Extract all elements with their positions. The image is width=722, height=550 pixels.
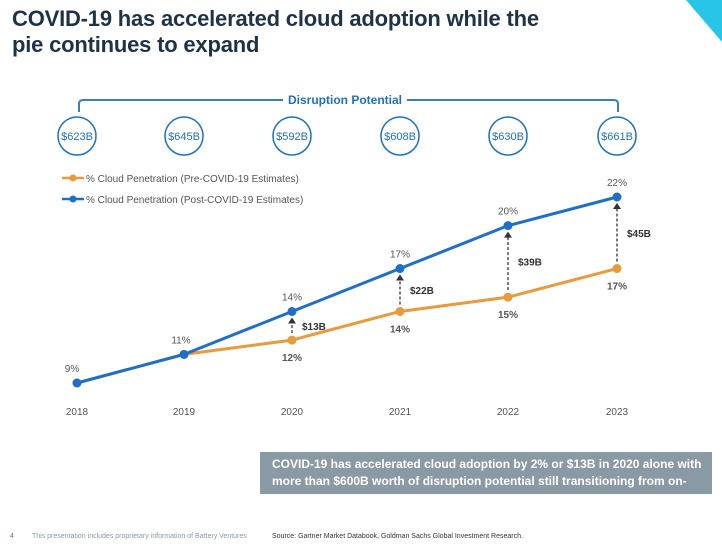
post-covid-value-label: 9% — [65, 364, 80, 375]
pre-covid-series-point — [287, 335, 297, 345]
gap-label: $39B — [518, 257, 542, 268]
post-covid-series-point — [612, 192, 622, 202]
disruption-circle — [597, 116, 637, 156]
legend-label: % Cloud Penetration (Pre-COVID-19 Estima… — [86, 174, 299, 185]
gap-arrow-head — [288, 317, 296, 324]
pre-covid-series-line — [76, 267, 618, 385]
disruption-brace-right — [407, 99, 619, 112]
post-covid-series-point — [72, 378, 82, 388]
post-covid-series-point — [287, 306, 297, 316]
pre-covid-value-label: 17% — [607, 282, 627, 293]
disruption-brace-left — [78, 99, 283, 112]
gap-label: $13B — [302, 322, 326, 333]
x-tick-label: 2019 — [173, 407, 196, 418]
title-line-1: COVID-19 has accelerated cloud adoption … — [12, 6, 539, 31]
disruption-value: $661B — [601, 131, 633, 143]
source-note: Source: Gartner Market Databook, Goldman… — [272, 533, 523, 540]
pre-covid-series-point — [395, 306, 405, 316]
pre-covid-series-point — [503, 292, 513, 302]
x-tick-label: 2021 — [389, 407, 412, 418]
title-line-2: pie continues to expand — [12, 32, 260, 57]
disruption-value: $630B — [492, 131, 524, 143]
post-covid-series-point — [179, 349, 189, 359]
pre-covid-series-point — [612, 264, 622, 274]
callout-box: COVID-19 has accelerated cloud adoption … — [260, 452, 712, 505]
pre-covid-value-label: 15% — [498, 310, 518, 321]
post-covid-value-label: 20% — [498, 207, 518, 218]
x-tick-label: 2023 — [606, 407, 629, 418]
corner-accent-triangle — [686, 0, 722, 42]
post-covid-value-label: 22% — [607, 178, 627, 189]
post-covid-value-label: 11% — [171, 335, 190, 346]
post-covid-series-line — [76, 195, 618, 385]
pre-covid-value-label: 12% — [282, 353, 302, 364]
gap-label: $45B — [627, 229, 651, 240]
x-tick-label: 2020 — [281, 407, 304, 418]
legend-label: % Cloud Penetration (Post-COVID-19 Estim… — [86, 195, 303, 206]
x-tick-label: 2018 — [66, 407, 89, 418]
disruption-circle — [272, 116, 312, 156]
post-covid-value-label: 14% — [282, 292, 302, 303]
disruption-circle — [488, 116, 528, 156]
gap-label: $22B — [410, 286, 434, 297]
page-number: 4 — [10, 533, 14, 540]
disruption-value: $592B — [276, 131, 308, 143]
disruption-circle — [380, 116, 420, 156]
x-tick-label: 2022 — [497, 407, 520, 418]
post-covid-series-point — [395, 264, 405, 274]
disruption-circle — [57, 116, 97, 156]
proprietary-note: This presentation includes proprietary i… — [32, 533, 247, 540]
page-title: COVID-19 has accelerated cloud adoption … — [12, 6, 572, 58]
post-covid-series-point — [503, 221, 513, 231]
legend-marker — [69, 195, 77, 203]
pre-covid-value-label: 14% — [390, 324, 410, 335]
disruption-value: $608B — [384, 131, 416, 143]
gap-arrow-head — [396, 274, 404, 281]
disruption-value: $623B — [61, 131, 93, 143]
disruption-circle — [164, 116, 204, 156]
gap-arrow-head — [613, 203, 621, 209]
legend-marker — [69, 174, 77, 182]
disruption-value: $645B — [168, 131, 200, 143]
post-covid-value-label: 17% — [390, 250, 410, 261]
gap-arrow-head — [504, 231, 512, 238]
disruption-title: Disruption Potential — [288, 93, 402, 107]
